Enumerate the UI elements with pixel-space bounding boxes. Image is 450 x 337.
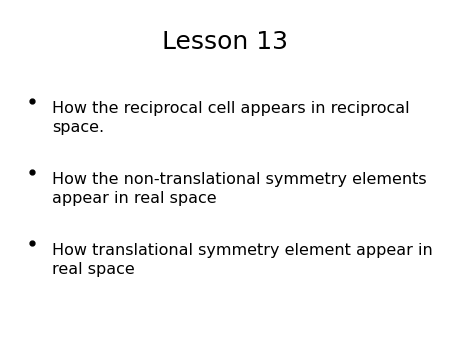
Text: How the reciprocal cell appears in reciprocal
space.: How the reciprocal cell appears in recip… [52, 101, 410, 135]
Text: How translational symmetry element appear in
real space: How translational symmetry element appea… [52, 243, 432, 277]
Text: Lesson 13: Lesson 13 [162, 30, 288, 54]
Text: How the non-translational symmetry elements
appear in real space: How the non-translational symmetry eleme… [52, 172, 427, 206]
